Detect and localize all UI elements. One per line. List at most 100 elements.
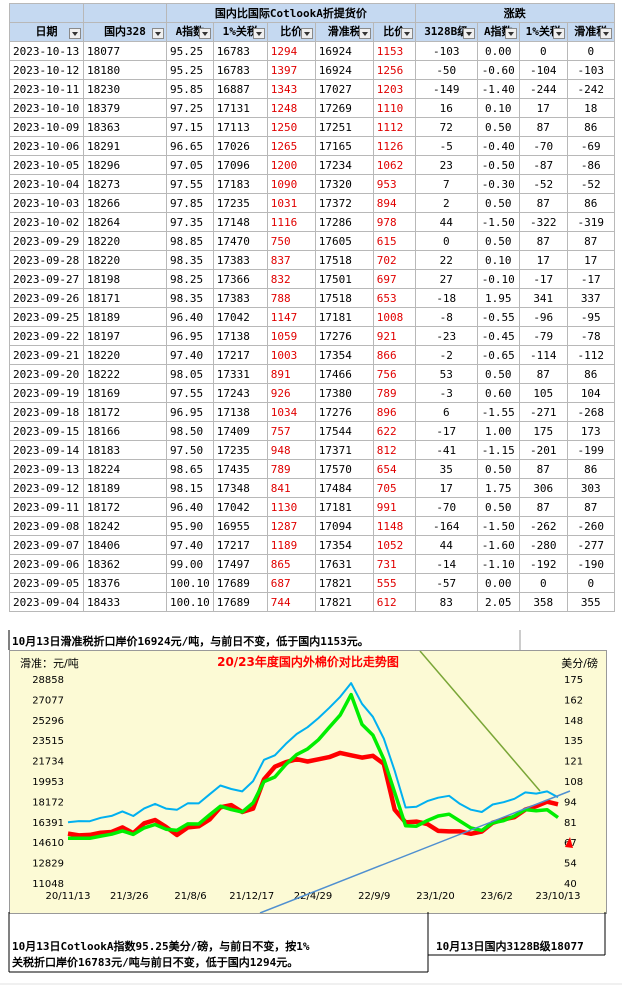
value-cell[interactable]: 17570 (314, 459, 374, 479)
value-cell[interactable]: 1147 (266, 307, 316, 327)
value-cell[interactable]: -0.30 (476, 174, 520, 194)
value-cell[interactable]: 87 (566, 231, 615, 251)
col-header[interactable]: 滑准税 (566, 22, 615, 42)
value-cell[interactable]: 17276 (314, 402, 374, 422)
value-cell[interactable]: 1189 (266, 535, 316, 555)
value-cell[interactable]: 0.50 (476, 117, 520, 137)
value-cell[interactable]: 17096 (212, 155, 268, 175)
date-cell[interactable]: 2023-10-02 (9, 212, 84, 232)
value-cell[interactable]: 18220 (83, 345, 167, 365)
value-cell[interactable]: -112 (566, 345, 615, 365)
value-cell[interactable]: 17320 (314, 174, 374, 194)
value-cell[interactable]: 757 (266, 421, 316, 441)
value-cell[interactable]: 17269 (314, 98, 374, 118)
value-cell[interactable]: 17366 (212, 269, 268, 289)
value-cell[interactable]: 18171 (83, 288, 167, 308)
value-cell[interactable]: 1.00 (476, 421, 520, 441)
value-cell[interactable]: 7 (414, 174, 478, 194)
value-cell[interactable]: -280 (518, 535, 568, 555)
value-cell[interactable]: -271 (518, 402, 568, 422)
value-cell[interactable]: -0.40 (476, 136, 520, 156)
value-cell[interactable]: 35 (414, 459, 478, 479)
value-cell[interactable]: -17 (518, 269, 568, 289)
value-cell[interactable]: 866 (372, 345, 416, 365)
value-cell[interactable]: 17 (414, 478, 478, 498)
value-cell[interactable]: -0.50 (476, 155, 520, 175)
value-cell[interactable]: 98.65 (166, 459, 214, 479)
date-cell[interactable]: 2023-09-06 (9, 554, 84, 574)
value-cell[interactable]: 744 (266, 592, 316, 612)
value-cell[interactable]: 18363 (83, 117, 167, 137)
date-cell[interactable]: 2023-09-05 (9, 573, 84, 593)
value-cell[interactable]: 96.40 (166, 307, 214, 327)
value-cell[interactable]: -164 (414, 516, 478, 536)
value-cell[interactable]: 17148 (212, 212, 268, 232)
value-cell[interactable]: 953 (372, 174, 416, 194)
value-cell[interactable]: 1397 (266, 60, 316, 80)
value-cell[interactable]: 86 (566, 193, 615, 213)
value-cell[interactable]: 6 (414, 402, 478, 422)
date-cell[interactable]: 2023-09-04 (9, 592, 84, 612)
date-cell[interactable]: 2023-09-08 (9, 516, 84, 536)
filter-dropdown-button[interactable] (599, 28, 612, 39)
value-cell[interactable]: 1126 (372, 136, 416, 156)
value-cell[interactable]: 17466 (314, 364, 374, 384)
value-cell[interactable]: 18077 (83, 41, 167, 61)
value-cell[interactable]: 991 (372, 497, 416, 517)
date-cell[interactable]: 2023-09-20 (9, 364, 84, 384)
value-cell[interactable]: 98.35 (166, 250, 214, 270)
value-cell[interactable]: -103 (566, 60, 615, 80)
value-cell[interactable]: 1200 (266, 155, 316, 175)
value-cell[interactable]: 17138 (212, 326, 268, 346)
date-cell[interactable]: 2023-09-18 (9, 402, 84, 422)
value-cell[interactable]: 756 (372, 364, 416, 384)
value-cell[interactable]: -319 (566, 212, 615, 232)
value-cell[interactable]: 18180 (83, 60, 167, 80)
value-cell[interactable]: 17631 (314, 554, 374, 574)
value-cell[interactable]: 750 (266, 231, 316, 251)
value-cell[interactable]: 17027 (314, 79, 374, 99)
col-header[interactable]: 比价 (266, 22, 316, 42)
value-cell[interactable]: -1.15 (476, 440, 520, 460)
value-cell[interactable]: 0.50 (476, 231, 520, 251)
value-cell[interactable]: 18291 (83, 136, 167, 156)
value-cell[interactable]: 837 (266, 250, 316, 270)
value-cell[interactable]: 731 (372, 554, 416, 574)
value-cell[interactable]: -190 (566, 554, 615, 574)
value-cell[interactable]: 17497 (212, 554, 268, 574)
value-cell[interactable]: 17354 (314, 535, 374, 555)
date-cell[interactable]: 2023-09-15 (9, 421, 84, 441)
value-cell[interactable]: 337 (566, 288, 615, 308)
value-cell[interactable]: 0 (566, 573, 615, 593)
value-cell[interactable]: -262 (518, 516, 568, 536)
value-cell[interactable]: 98.35 (166, 288, 214, 308)
value-cell[interactable]: 16783 (212, 41, 268, 61)
value-cell[interactable]: 17181 (314, 497, 374, 517)
value-cell[interactable]: 44 (414, 212, 478, 232)
value-cell[interactable]: 99.00 (166, 554, 214, 574)
value-cell[interactable]: 97.40 (166, 345, 214, 365)
value-cell[interactable]: -1.55 (476, 402, 520, 422)
value-cell[interactable]: 175 (518, 421, 568, 441)
value-cell[interactable]: -18 (414, 288, 478, 308)
value-cell[interactable]: 17371 (314, 440, 374, 460)
value-cell[interactable]: 687 (266, 573, 316, 593)
value-cell[interactable]: 1110 (372, 98, 416, 118)
value-cell[interactable]: 17234 (314, 155, 374, 175)
date-cell[interactable]: 2023-10-03 (9, 193, 84, 213)
value-cell[interactable]: 789 (372, 383, 416, 403)
value-cell[interactable]: -277 (566, 535, 615, 555)
value-cell[interactable]: 0.00 (476, 41, 520, 61)
value-cell[interactable]: 0.50 (476, 459, 520, 479)
value-cell[interactable]: 17372 (314, 193, 374, 213)
date-cell[interactable]: 2023-09-14 (9, 440, 84, 460)
value-cell[interactable]: 105 (518, 383, 568, 403)
value-cell[interactable]: 18197 (83, 326, 167, 346)
value-cell[interactable]: 95.90 (166, 516, 214, 536)
value-cell[interactable]: 97.55 (166, 174, 214, 194)
value-cell[interactable]: -0.10 (476, 269, 520, 289)
value-cell[interactable]: 653 (372, 288, 416, 308)
value-cell[interactable]: 96.95 (166, 326, 214, 346)
value-cell[interactable]: 306 (518, 478, 568, 498)
value-cell[interactable]: 17689 (212, 592, 268, 612)
